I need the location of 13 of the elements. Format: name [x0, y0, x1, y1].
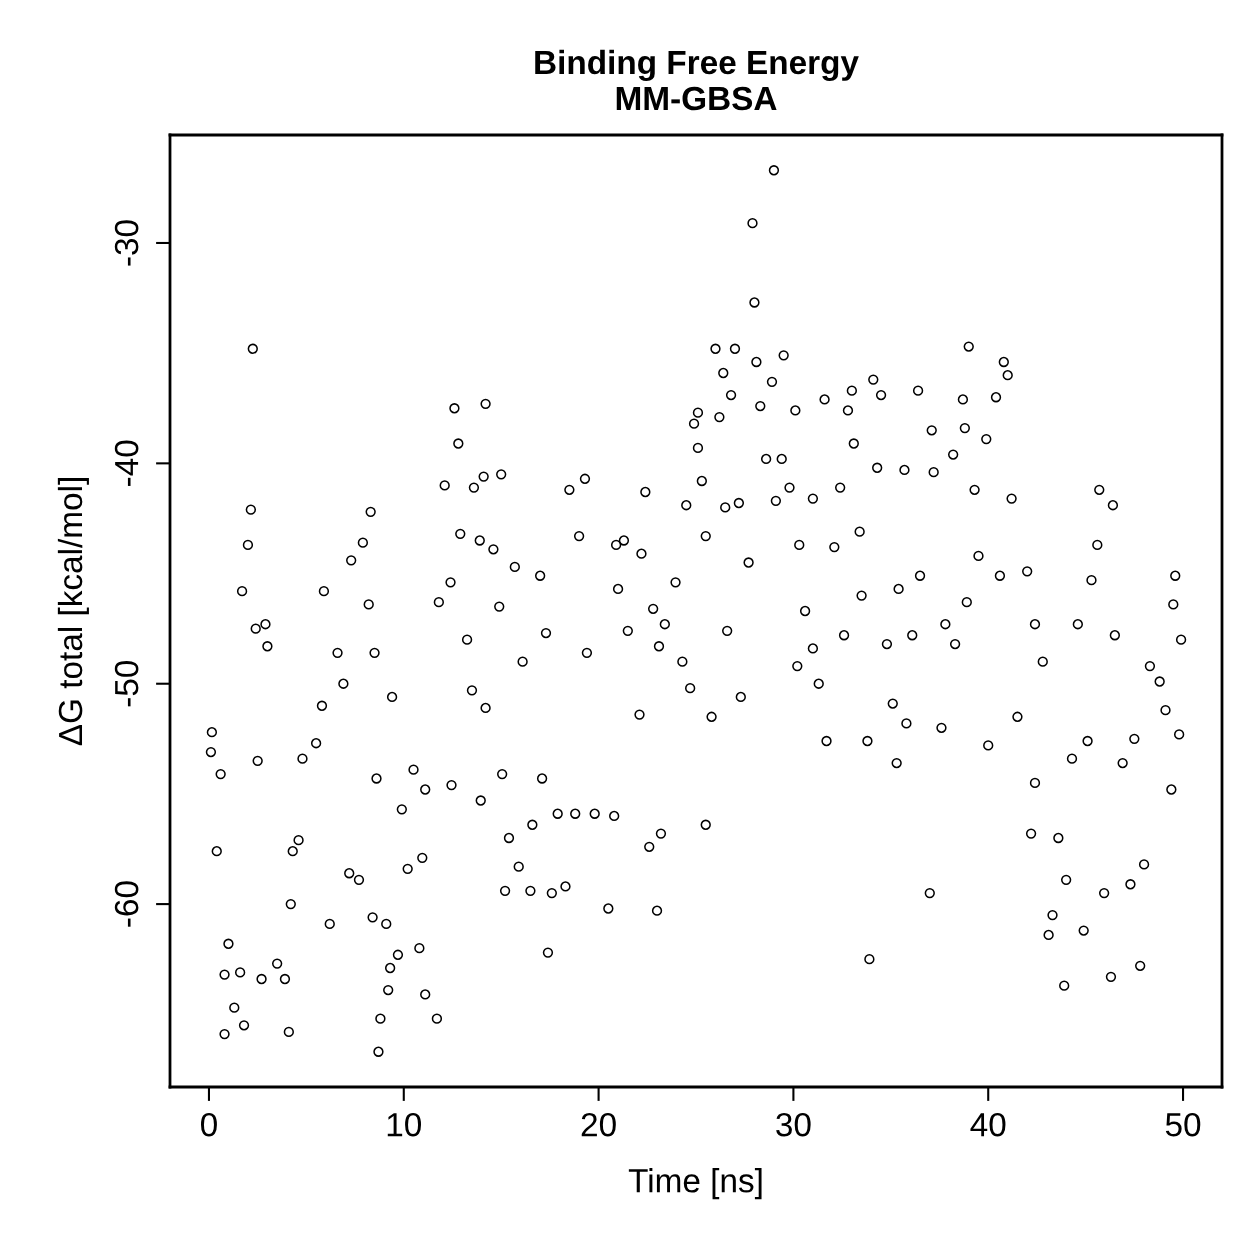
- y-tick-label: -50: [114, 660, 139, 707]
- y-tick-label: -40: [114, 440, 139, 486]
- x-tick-label: 30: [776, 1112, 811, 1137]
- x-tick-label: 20: [581, 1112, 616, 1137]
- x-axis-title: Time [ns]: [628, 1168, 762, 1200]
- chart-title: Binding Free Energy MM-GBSA: [535, 49, 859, 111]
- x-tick-label: 0: [201, 1112, 217, 1137]
- x-tick-label: 50: [1165, 1112, 1201, 1137]
- x-tick-label: 10: [387, 1112, 422, 1137]
- y-tick-label: -30: [114, 220, 139, 266]
- x-tick-label: 40: [970, 1112, 1006, 1137]
- y-axis-title: ΔG total [kcal/mol]: [57, 478, 89, 746]
- y-tick-label: -60: [114, 881, 139, 927]
